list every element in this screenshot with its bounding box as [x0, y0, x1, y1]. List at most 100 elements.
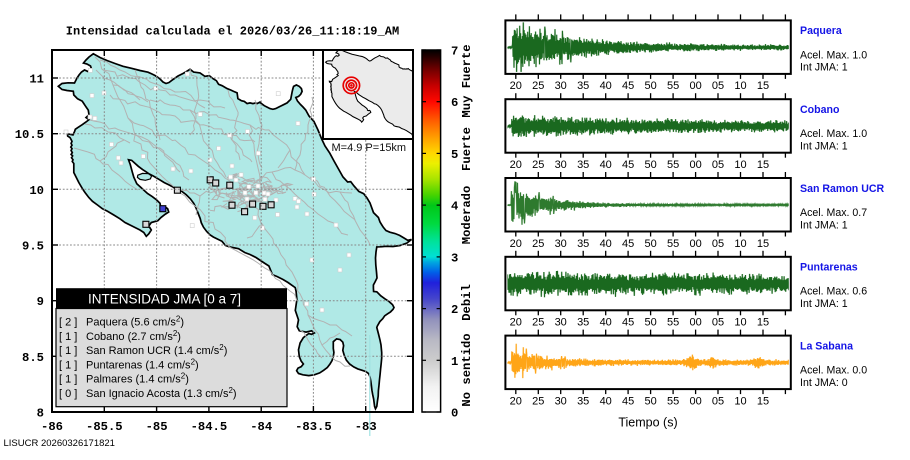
svg-text:40: 40	[600, 159, 612, 171]
svg-text:10.5: 10.5	[15, 128, 44, 142]
svg-text:Fuerte: Fuerte	[460, 127, 474, 171]
svg-text:40: 40	[600, 317, 612, 329]
svg-text:35: 35	[577, 238, 589, 250]
svg-text:25: 25	[532, 80, 544, 92]
svg-text:[ 0 ]: [ 0 ]	[59, 388, 77, 400]
svg-text:55: 55	[667, 238, 679, 250]
svg-text:Moderado: Moderado	[460, 186, 474, 245]
svg-text:10: 10	[734, 80, 746, 92]
svg-text:00: 00	[689, 80, 701, 92]
svg-text:55: 55	[667, 159, 679, 171]
svg-text:Puntarenas (1.4 cm/s2): Puntarenas (1.4 cm/s2)	[86, 357, 199, 371]
svg-text:Tiempo (s): Tiempo (s)	[618, 416, 677, 430]
svg-text:20: 20	[510, 395, 522, 407]
svg-text:15: 15	[757, 238, 769, 250]
svg-text:40: 40	[600, 395, 612, 407]
svg-text:San Ignacio Acosta (1.3 cm/s2): San Ignacio Acosta (1.3 cm/s2)	[86, 386, 237, 400]
svg-text:35: 35	[577, 395, 589, 407]
svg-text:-83.5: -83.5	[295, 420, 332, 434]
svg-text:20: 20	[510, 238, 522, 250]
svg-text:4: 4	[451, 200, 458, 214]
svg-text:15: 15	[757, 159, 769, 171]
svg-text:00: 00	[689, 317, 701, 329]
svg-text:10: 10	[29, 184, 44, 198]
svg-text:San Ramon UCR (1.4 cm/s2): San Ramon UCR (1.4 cm/s2)	[86, 343, 227, 357]
svg-text:[ 1 ]: [ 1 ]	[59, 345, 77, 357]
svg-text:45: 45	[622, 80, 634, 92]
svg-text:30: 30	[555, 317, 567, 329]
svg-text:LISUCR 20260326171821: LISUCR 20260326171821	[4, 438, 115, 449]
svg-text:25: 25	[532, 238, 544, 250]
svg-text:1: 1	[451, 355, 458, 369]
svg-text:10: 10	[734, 317, 746, 329]
svg-text:Intensidad calculada el 2026/0: Intensidad calculada el 2026/03/26_11:18…	[66, 25, 400, 39]
svg-text:10: 10	[734, 395, 746, 407]
svg-text:5: 5	[451, 148, 458, 162]
svg-text:Int JMA: 0: Int JMA: 0	[800, 377, 848, 389]
svg-text:Int JMA: 1: Int JMA: 1	[800, 298, 848, 310]
svg-text:00: 00	[689, 159, 701, 171]
svg-text:45: 45	[622, 395, 634, 407]
svg-text:05: 05	[712, 238, 724, 250]
svg-text:35: 35	[577, 317, 589, 329]
svg-text:55: 55	[667, 80, 679, 92]
svg-text:[ 1 ]: [ 1 ]	[59, 331, 77, 343]
svg-text:40: 40	[600, 238, 612, 250]
svg-text:45: 45	[622, 159, 634, 171]
svg-text:25: 25	[532, 159, 544, 171]
svg-text:6: 6	[451, 96, 458, 110]
svg-text:15: 15	[757, 80, 769, 92]
svg-text:05: 05	[712, 159, 724, 171]
svg-text:La Sabana: La Sabana	[800, 340, 853, 352]
svg-text:45: 45	[622, 238, 634, 250]
svg-text:15: 15	[757, 317, 769, 329]
svg-text:Muy Fuerte: Muy Fuerte	[460, 44, 474, 117]
svg-text:Cobano: Cobano	[800, 104, 840, 116]
svg-text:05: 05	[712, 80, 724, 92]
svg-text:-83: -83	[355, 420, 377, 434]
svg-text:10: 10	[734, 238, 746, 250]
svg-text:30: 30	[555, 238, 567, 250]
svg-text:10: 10	[734, 159, 746, 171]
svg-text:25: 25	[532, 317, 544, 329]
svg-text:2: 2	[451, 303, 458, 317]
svg-text:50: 50	[644, 80, 656, 92]
svg-text:Debil: Debil	[460, 284, 474, 321]
svg-text:Paquera (5.6 cm/s2): Paquera (5.6 cm/s2)	[86, 315, 184, 329]
svg-text:00: 00	[689, 395, 701, 407]
svg-text:55: 55	[667, 395, 679, 407]
svg-text:[ 1 ]: [ 1 ]	[59, 374, 77, 386]
svg-text:45: 45	[622, 317, 634, 329]
svg-text:San Ramon UCR: San Ramon UCR	[800, 183, 885, 195]
svg-text:-84: -84	[250, 420, 272, 434]
svg-text:20: 20	[510, 80, 522, 92]
svg-text:50: 50	[644, 317, 656, 329]
svg-text:05: 05	[712, 317, 724, 329]
svg-text:M=4.9 P=15km: M=4.9 P=15km	[332, 142, 407, 154]
svg-text:9.5: 9.5	[22, 240, 44, 254]
svg-text:Palmares (1.4 cm/s2): Palmares (1.4 cm/s2)	[86, 372, 189, 386]
svg-text:Int JMA: 1: Int JMA: 1	[800, 219, 848, 231]
svg-text:35: 35	[577, 159, 589, 171]
svg-text:00: 00	[689, 238, 701, 250]
svg-text:05: 05	[712, 395, 724, 407]
svg-text:7: 7	[451, 45, 458, 59]
svg-text:-84.5: -84.5	[191, 420, 228, 434]
svg-text:Int JMA: 1: Int JMA: 1	[800, 62, 848, 74]
svg-text:25: 25	[532, 395, 544, 407]
svg-text:50: 50	[644, 238, 656, 250]
svg-text:11: 11	[29, 73, 44, 87]
svg-text:Acel. Max. 0.6: Acel. Max. 0.6	[800, 286, 867, 298]
svg-text:Int JMA: 1: Int JMA: 1	[800, 141, 848, 153]
svg-text:8.5: 8.5	[22, 351, 44, 365]
svg-text:Acel. Max. 0.7: Acel. Max. 0.7	[800, 207, 867, 219]
svg-text:Cobano (2.7 cm/s2): Cobano (2.7 cm/s2)	[86, 329, 181, 343]
svg-text:Acel. Max. 0.0: Acel. Max. 0.0	[800, 365, 867, 377]
svg-text:30: 30	[555, 395, 567, 407]
svg-text:3: 3	[451, 251, 458, 265]
svg-text:35: 35	[577, 80, 589, 92]
svg-text:Paquera: Paquera	[800, 25, 842, 37]
svg-text:Puntarenas: Puntarenas	[800, 262, 858, 274]
svg-text:20: 20	[510, 317, 522, 329]
svg-text:[ 2 ]: [ 2 ]	[59, 317, 77, 329]
